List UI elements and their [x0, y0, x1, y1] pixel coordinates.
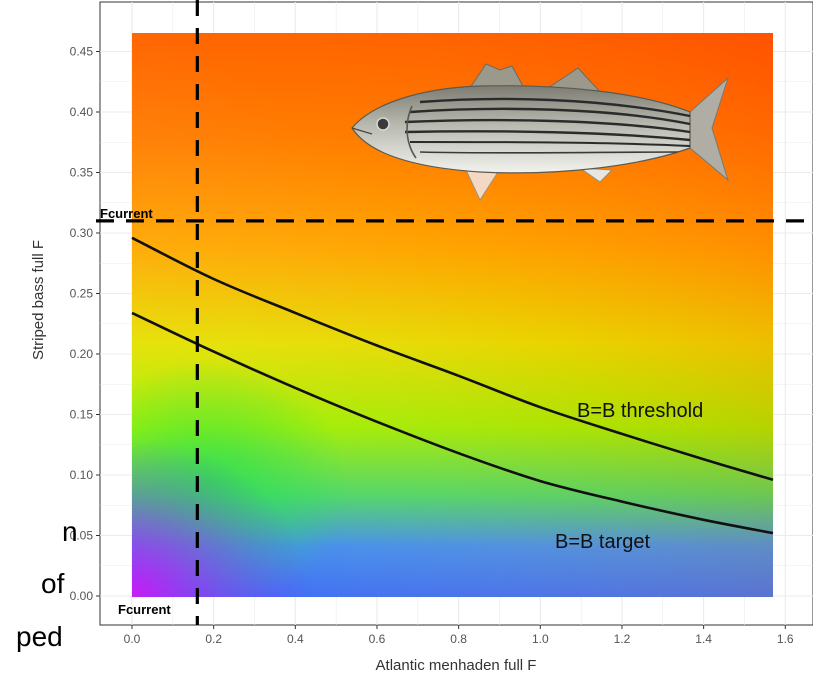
threshold-curve: [131, 236, 774, 482]
x-tick-label: 0.4: [287, 632, 304, 646]
y-tick-label: 0.05: [70, 529, 94, 543]
y-tick-label: 0.30: [70, 226, 94, 240]
series-label-threshold: B=B threshold: [577, 400, 703, 422]
x-tick-label: 1.0: [532, 632, 549, 646]
striped-bass-fish-icon: [351, 63, 730, 202]
x-tick-label: 1.2: [614, 632, 631, 646]
y-tick-label: 0.35: [70, 166, 94, 180]
x-tick-label: 1.4: [695, 632, 712, 646]
y-tick-label: 0.10: [70, 468, 94, 482]
y-tick-label: 0.15: [70, 408, 94, 422]
fish-mouth: [351, 127, 373, 135]
y-axis-title: Striped bass full F: [30, 240, 47, 360]
x-tick-label: 0.0: [124, 632, 141, 646]
x-tick-label: 1.6: [777, 632, 794, 646]
x-tick-label: 0.2: [205, 632, 222, 646]
y-tick-label: 0.45: [70, 45, 94, 59]
fish-gill: [406, 105, 417, 159]
y-tick-label: 0.40: [70, 105, 94, 119]
fcurrent-label-vertical: Fcurrent: [118, 602, 171, 617]
series-label-target: B=B target: [555, 531, 651, 553]
side-text-line-3: ped: [16, 621, 63, 652]
fish-anal-fin: [578, 167, 614, 183]
target-curve: [131, 311, 774, 535]
x-axis-ticks: 0.0 0.2 0.4 0.6 0.8 1.0 1.2 1.4 1.6: [124, 625, 794, 646]
fcurrent-label-horizontal: Fcurrent: [100, 206, 153, 221]
y-tick-label: 0.00: [70, 589, 94, 603]
side-text-line-2: of: [41, 568, 65, 599]
fcurrent-lines: [96, 0, 813, 625]
reference-curves: [131, 236, 774, 535]
x-axis-title: Atlantic menhaden full F: [376, 657, 537, 674]
fish-stripes: [404, 97, 691, 154]
y-tick-label: 0.25: [70, 287, 94, 301]
x-tick-label: 0.8: [450, 632, 467, 646]
side-text-line-1: n: [62, 516, 78, 547]
fish-eye: [376, 117, 390, 131]
fish-body: [351, 85, 691, 174]
y-axis-ticks: 0.00 0.05 0.10 0.15 0.20 0.25 0.30 0.35 0.40 0.45: [70, 45, 100, 603]
x-tick-label: 0.6: [369, 632, 386, 646]
y-tick-label: 0.20: [70, 347, 94, 361]
